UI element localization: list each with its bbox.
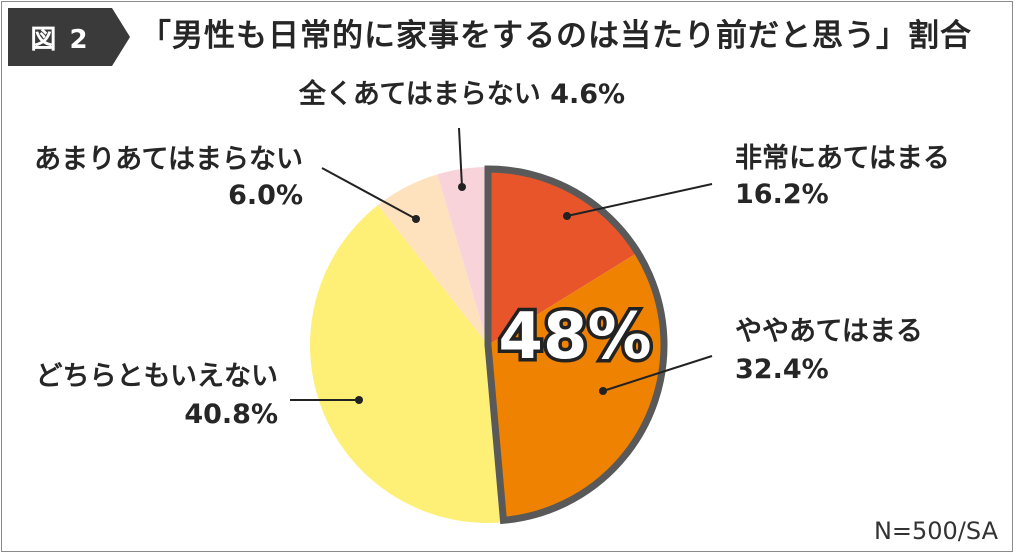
- figure-number: 図 2: [30, 24, 90, 55]
- slice-label-value: 40.8%: [184, 399, 278, 430]
- pie-slice-あまりあてはまらない: [378, 174, 488, 345]
- highlight-total-label: 48%: [498, 300, 651, 374]
- leader-line: [321, 167, 417, 220]
- highlight-outline: [484, 165, 668, 525]
- leader-dot: [458, 183, 466, 191]
- slice-label-value: 16.2%: [735, 179, 829, 210]
- sample-note: N=500/SA: [873, 517, 998, 545]
- figure-badge: 図 2: [8, 8, 132, 66]
- slice-label-value: 6.0%: [228, 180, 303, 211]
- pie-slice-どちらともいえない: [310, 205, 504, 523]
- leader-dot: [563, 212, 571, 220]
- slice-label-name: どちらともいえない: [36, 361, 278, 392]
- slice-label-name: ややあてはまる: [735, 316, 923, 347]
- leader-line: [566, 183, 713, 217]
- leader-line: [602, 355, 713, 392]
- slice-label-name: 非常にあてはまる: [735, 143, 950, 174]
- figure-badge-shape: [8, 8, 130, 66]
- leader-line: [458, 127, 463, 188]
- leader-dot: [412, 215, 420, 223]
- figure-title: 「男性も日常的に家事をするのは当たり前だと思う」割合: [140, 18, 972, 54]
- slice-label-value: 32.4%: [735, 354, 829, 385]
- leader-dot: [355, 396, 363, 404]
- leader-dot: [599, 387, 607, 395]
- slice-label-name: あまりあてはまらない: [34, 144, 303, 175]
- slice-label-combined: 全くあてはまらない 4.6%: [298, 78, 625, 110]
- pie-slice-全くあてはまらない: [437, 167, 488, 345]
